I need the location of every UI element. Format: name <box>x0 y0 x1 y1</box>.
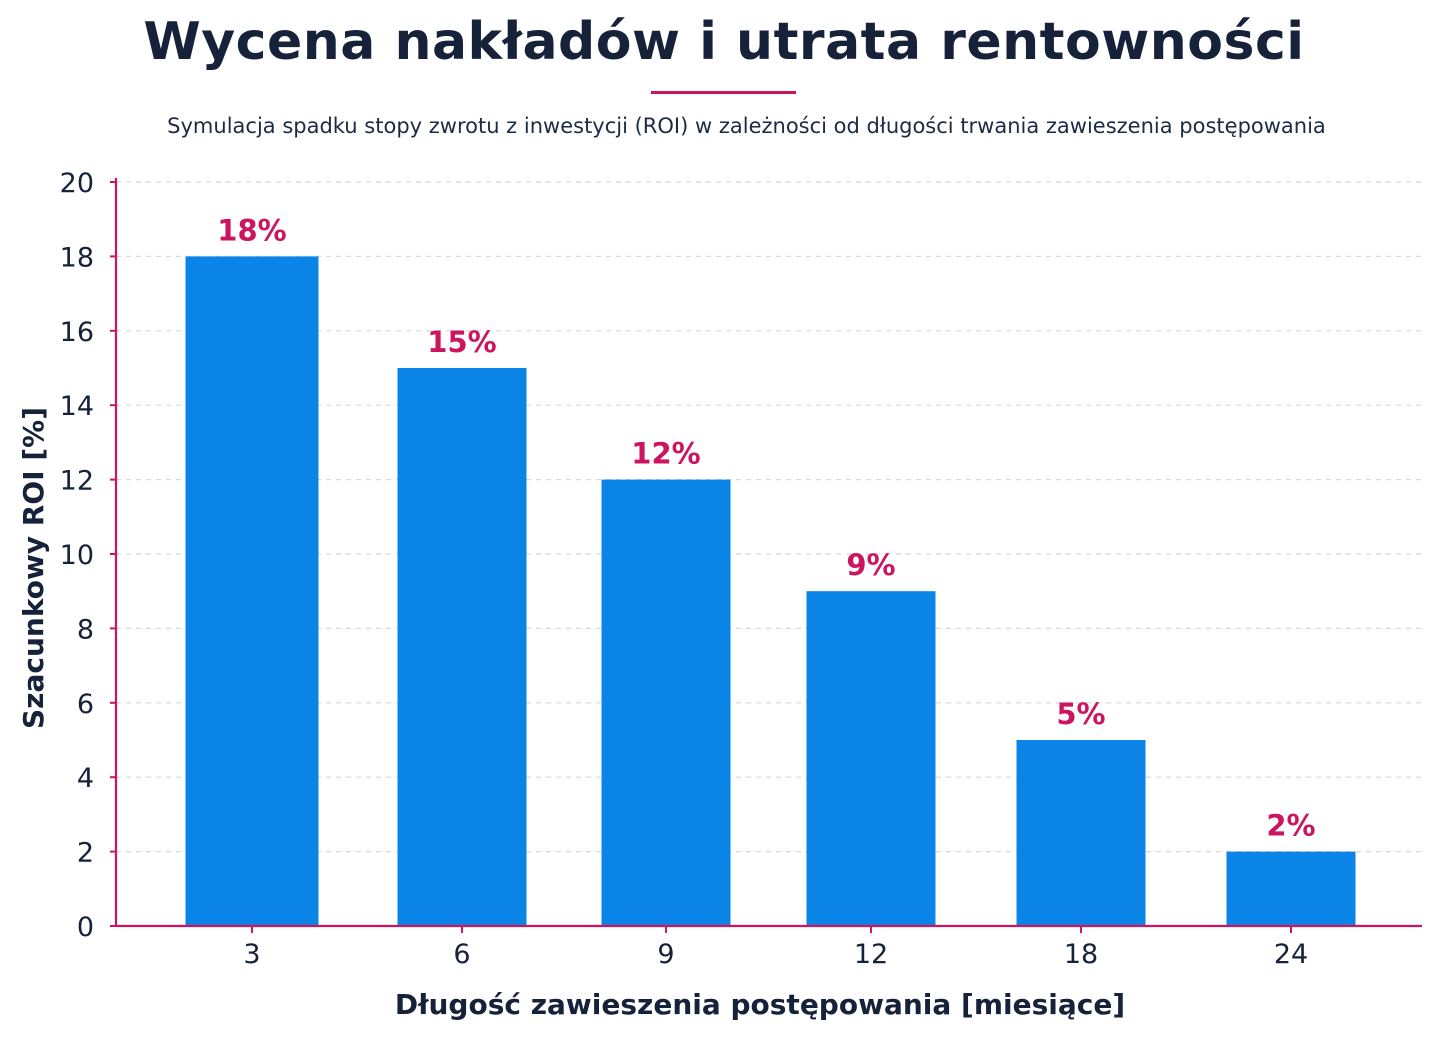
bar <box>185 256 319 926</box>
y-tick-label: 20 <box>60 168 94 199</box>
data-label: 9% <box>846 548 895 582</box>
bar <box>806 591 936 926</box>
data-label: 12% <box>631 437 700 471</box>
y-tick-label: 14 <box>60 391 94 422</box>
bar <box>1226 851 1356 926</box>
y-axis-title: Szacunkowy ROI [%] <box>17 407 50 729</box>
data-label: 5% <box>1056 697 1105 731</box>
data-label: 15% <box>427 325 496 359</box>
bar <box>601 479 731 926</box>
x-tick-label: 24 <box>1274 939 1308 970</box>
x-tick-label: 12 <box>854 939 888 970</box>
y-tick-label: 4 <box>77 763 94 794</box>
gridlines <box>116 181 1422 853</box>
bar <box>397 368 527 926</box>
y-tick-label: 0 <box>77 912 94 943</box>
chart-title: Wycena nakładów i utrata rentowności <box>143 12 1305 72</box>
x-axis-title: Długość zawieszenia postępowania [miesią… <box>395 988 1125 1021</box>
labels: 0246810121416182018%315%612%99%125%182%2… <box>60 168 1316 970</box>
x-tick-label: 3 <box>243 939 260 970</box>
y-tick-label: 10 <box>60 540 94 571</box>
data-label: 18% <box>217 213 286 247</box>
y-tick-label: 2 <box>77 838 94 869</box>
y-tick-label: 8 <box>77 614 94 645</box>
data-label: 2% <box>1266 809 1315 843</box>
bars <box>185 256 1356 926</box>
title-underline <box>651 91 796 94</box>
y-tick-label: 18 <box>60 242 94 273</box>
x-tick-label: 18 <box>1064 939 1098 970</box>
axes <box>110 178 1422 933</box>
y-tick-label: 6 <box>77 689 94 720</box>
chart-subtitle: Symulacja spadku stopy zwrotu z inwestyc… <box>167 114 1326 138</box>
y-tick-label: 16 <box>60 317 94 348</box>
x-tick-label: 9 <box>657 939 674 970</box>
x-tick-label: 6 <box>453 939 470 970</box>
y-tick-label: 12 <box>60 466 94 497</box>
bar <box>1016 740 1146 926</box>
